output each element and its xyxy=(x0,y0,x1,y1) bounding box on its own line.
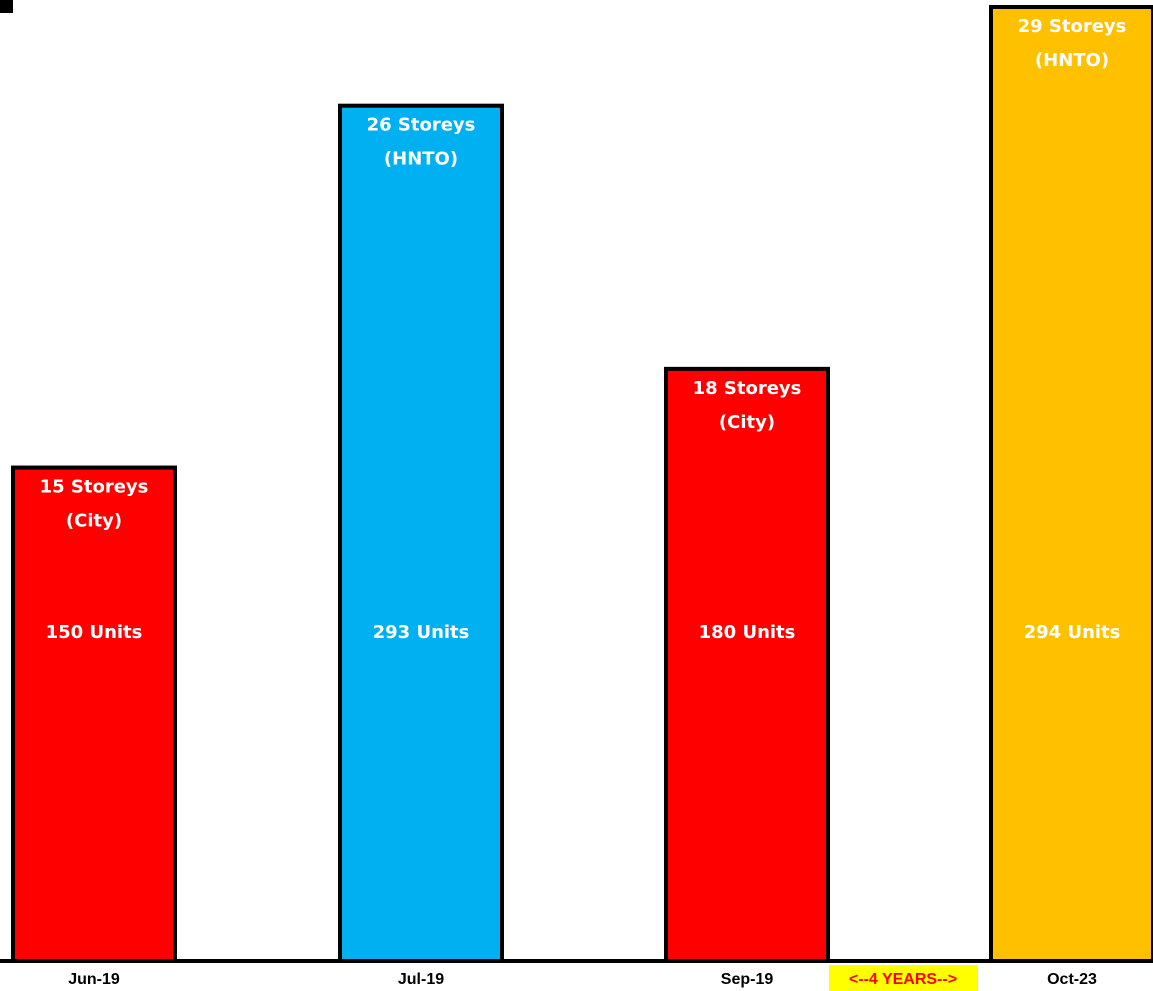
bar-units-label-jul-19: 293 Units xyxy=(373,622,470,643)
corner-marker xyxy=(0,0,13,13)
bar-storeys-label-jul-19: 26 Storeys xyxy=(367,115,476,136)
x-tick-label-sep-19: Sep-19 xyxy=(721,971,774,988)
bar-storeys-label-oct-23: 29 Storeys xyxy=(1018,16,1127,37)
bar-storeys-label-sep-19: 18 Storeys xyxy=(693,378,802,399)
bar-jun-19 xyxy=(11,465,177,963)
bar-units-label-jun-19: 150 Units xyxy=(46,622,143,643)
bar-oct-23 xyxy=(989,5,1153,963)
bar-source-label-jun-19: (City) xyxy=(66,511,122,532)
bar-units-label-sep-19: 180 Units xyxy=(699,622,796,643)
bar-source-label-oct-23: (HNTO) xyxy=(1035,50,1109,71)
x-tick-label-jun-19: Jun-19 xyxy=(68,971,120,988)
bar-source-label-sep-19: (City) xyxy=(719,412,775,433)
bar-source-label-jul-19: (HNTO) xyxy=(384,149,458,170)
gap-annotation-label: <--4 YEARS--> xyxy=(849,971,957,988)
bar-sep-19 xyxy=(664,366,830,963)
bar-units-label-oct-23: 294 Units xyxy=(1024,622,1121,643)
bar-jul-19 xyxy=(338,103,504,964)
x-tick-label-jul-19: Jul-19 xyxy=(398,971,444,988)
x-tick-label-oct-23: Oct-23 xyxy=(1047,971,1097,988)
bar-storeys-label-jun-19: 15 Storeys xyxy=(40,477,149,498)
gap-annotation-highlight xyxy=(829,965,978,991)
